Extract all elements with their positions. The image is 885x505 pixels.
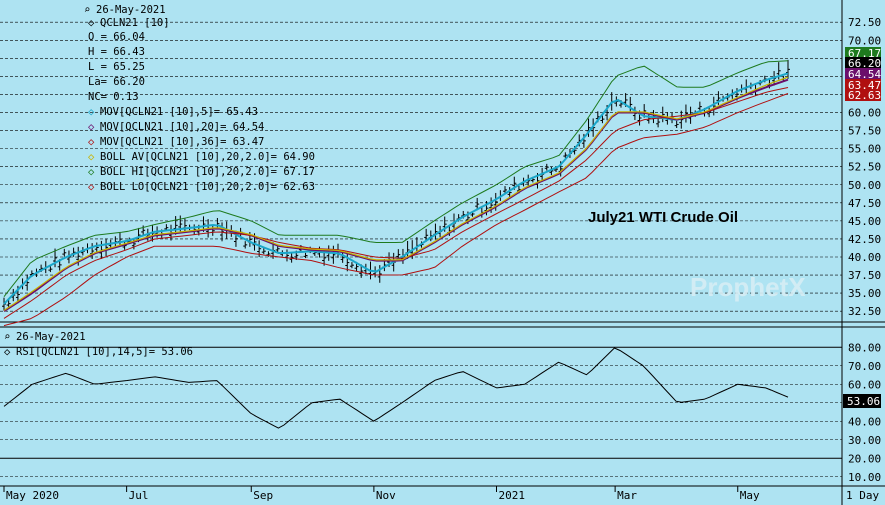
- price-y-tick: 32.50: [848, 305, 881, 318]
- x-tick-label: Nov: [376, 489, 396, 502]
- rsi-magnifier-icon[interactable]: ⌕: [4, 331, 10, 343]
- rsi-y-tick: 80.00: [848, 341, 881, 354]
- value-tag-text: 67.17: [848, 47, 881, 60]
- price-y-tick: 55.00: [848, 143, 881, 156]
- rsi-y-tick: 30.00: [848, 434, 881, 447]
- price-y-tick: 47.50: [848, 197, 881, 210]
- indicator-marker-icon: ◇: [88, 166, 95, 178]
- x-tick-label: 2021: [499, 489, 526, 502]
- x-tick-label: Mar: [617, 489, 637, 502]
- value-tag-text: 62.63: [848, 89, 881, 102]
- value-tag: 66.20: [845, 57, 881, 70]
- mov20-line: [3, 78, 789, 313]
- watermark: ProphetX: [690, 272, 806, 302]
- indicator-label: BOLL HI[QCLN21 [10],20,2.0]= 67.17: [100, 166, 315, 178]
- rsi-value-tag-text: 53.06: [847, 395, 880, 408]
- price-y-tick: 40.00: [848, 251, 881, 264]
- rsi-line: [3, 347, 789, 429]
- indicator-marker-icon: ◇: [88, 136, 95, 148]
- high-label: H = 66.43: [88, 46, 145, 58]
- rsi-y-tick: 40.00: [848, 415, 881, 428]
- symbol-label: QCLN21 [10]: [100, 17, 170, 29]
- rsi-gridlines: [0, 346, 842, 478]
- price-y-tick: 72.50: [848, 16, 881, 29]
- rsi-label: RSI[QCLN21 [10],14,5]= 53.06: [16, 346, 193, 358]
- value-tag-text: 63.47: [848, 79, 881, 92]
- indicator-label: BOLL AV[QCLN21 [10],20,2.0]= 64.90: [100, 151, 315, 163]
- indicator-lines: [3, 60, 789, 327]
- value-tag-text: 64.54: [848, 68, 881, 81]
- value-tag: 67.17: [845, 47, 881, 60]
- rsi-date-label: 26-May-2021: [16, 331, 86, 343]
- timeframe-label[interactable]: 1 Day: [846, 489, 879, 502]
- value-tag: 64.54: [845, 68, 881, 81]
- netchange-label: NC= 0.13: [88, 91, 139, 103]
- indicator-marker-icon: ◇: [88, 121, 95, 133]
- rsi-line-group: [3, 347, 789, 429]
- boll-hi-line: [3, 60, 789, 298]
- rsi-y-tick: 70.00: [848, 360, 881, 373]
- price-y-tick: 50.00: [848, 179, 881, 192]
- x-tick-label: Sep: [253, 489, 273, 502]
- price-y-tick: 35.00: [848, 287, 881, 300]
- price-y-tick: 37.50: [848, 269, 881, 282]
- x-axis-labels: May 2020 Jul Sep Nov 2021 Mar May: [3, 486, 760, 502]
- price-y-tick: 60.00: [848, 107, 881, 120]
- price-y-tick: 57.50: [848, 125, 881, 138]
- indicator-marker-icon: ◇: [88, 151, 95, 163]
- x-tick-label: May 2020: [6, 489, 59, 502]
- price-date-label: 26-May-2021: [96, 4, 166, 16]
- low-label: L = 65.25: [88, 61, 145, 73]
- rsi-value-tag: 53.06: [843, 394, 881, 408]
- boll-av-line: [3, 76, 789, 311]
- last-label: La= 66.20: [88, 76, 145, 88]
- indicator-marker-icon: ◇: [88, 106, 95, 118]
- price-y-tick: 45.00: [848, 215, 881, 228]
- rsi-y-tick: 20.00: [848, 452, 881, 465]
- price-y-tick: 70.00: [848, 34, 881, 47]
- price-legend: ⌕ 26-May-2021 ◇ QCLN21 [10] O = 66.04 H …: [84, 4, 315, 193]
- mov36-line: [3, 87, 789, 319]
- indicator-label: MOV[QCLN21 [10],5]= 65.43: [100, 106, 258, 118]
- x-tick-label: May: [740, 489, 760, 502]
- value-tag: 62.63: [845, 89, 881, 102]
- boll-lo-line: [3, 93, 789, 327]
- x-tick-label: Jul: [129, 489, 149, 502]
- indicator-label: BOLL LO[QCLN21 [10],20,2.0]= 62.63: [100, 181, 315, 193]
- rsi-marker-icon: ◇: [4, 346, 11, 358]
- magnifier-icon[interactable]: ⌕: [84, 4, 90, 16]
- rsi-y-tick: 10.00: [848, 471, 881, 484]
- chart-title: July21 WTI Crude Oil: [588, 209, 738, 226]
- open-label: O = 66.04: [88, 31, 145, 43]
- price-y-tick: 42.50: [848, 233, 881, 246]
- indicator-label: MOV[QCLN21 [10],36]= 63.47: [100, 136, 264, 148]
- indicator-label: MOV[QCLN21 [10],20]= 64.54: [100, 121, 264, 133]
- rsi-legend: ⌕ 26-May-2021 ◇ RSI[QCLN21 [10],14,5]= 5…: [4, 331, 193, 358]
- value-tag-text: 66.20: [848, 57, 881, 70]
- price-y-tick: 52.50: [848, 161, 881, 174]
- rsi-y-tick: 60.00: [848, 378, 881, 391]
- indicator-marker-icon: ◇: [88, 181, 95, 193]
- symbol-marker-icon: ◇: [88, 17, 95, 29]
- value-tag: 63.47: [845, 79, 881, 92]
